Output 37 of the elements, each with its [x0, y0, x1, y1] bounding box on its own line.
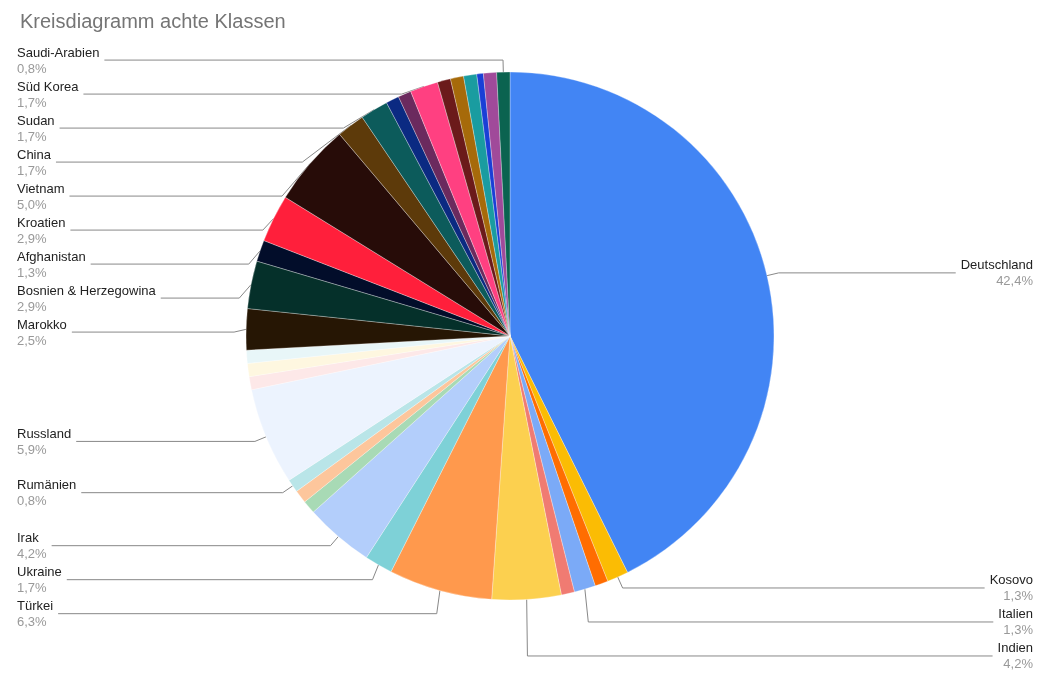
slice-label: Italien: [998, 606, 1033, 622]
data-label: 1,3%: [1003, 588, 1034, 604]
slice-label: Rumänien: [17, 477, 77, 493]
data-label: 5,0%: [17, 196, 48, 212]
data-label: 5,9%: [17, 441, 48, 457]
slice-label: Vietnam: [17, 180, 65, 196]
slice-label: China: [17, 146, 52, 162]
slice-label: Süd Korea: [17, 78, 80, 94]
data-label: 1,3%: [17, 264, 48, 280]
data-label: 0,8%: [17, 493, 48, 509]
slice-label: Kosovo: [989, 572, 1033, 588]
slice-label: Kroatien: [17, 214, 66, 230]
data-label: 0,8%: [17, 60, 48, 76]
slice-label: Ukraine: [17, 564, 62, 580]
data-label: 4,2%: [17, 546, 48, 562]
slice-label: Türkei: [17, 598, 54, 614]
data-label: 42,4%: [996, 273, 1034, 289]
data-label: 1,3%: [1003, 622, 1034, 638]
slice-label: Bosnien & Herzegowina: [17, 282, 157, 298]
chart-title: Kreisdiagramm achte Klassen: [20, 10, 286, 32]
slice-label: Irak: [17, 530, 40, 546]
slice-label: Afghanistan: [17, 248, 86, 264]
data-label: 2,9%: [17, 230, 48, 246]
data-label: 6,3%: [17, 614, 48, 630]
data-label: 4,2%: [1003, 656, 1034, 672]
data-label: 1,7%: [17, 580, 48, 596]
slice-label: Marokko: [17, 316, 67, 332]
data-label: 1,7%: [17, 128, 48, 144]
data-label: 2,9%: [17, 298, 48, 314]
data-label: 2,5%: [17, 332, 48, 348]
slice-label: Sudan: [17, 112, 55, 128]
slice-label: Indien: [997, 640, 1033, 656]
slice-label: Saudi-Arabien: [17, 44, 100, 60]
slice-label: Deutschland: [960, 257, 1033, 273]
data-label: 1,7%: [17, 162, 48, 178]
data-label: 1,7%: [17, 94, 48, 110]
slice-label: Russland: [17, 425, 72, 441]
